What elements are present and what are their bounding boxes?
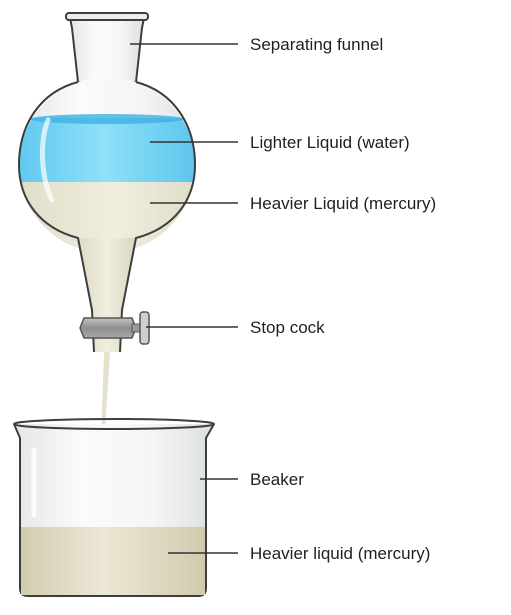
stop-cock-valve <box>79 311 150 345</box>
label-heavier-liquid-funnel: Heavier Liquid (mercury) <box>250 194 436 213</box>
lighter-liquid-layer <box>19 118 195 182</box>
beaker-rim <box>13 418 215 430</box>
leader-lines <box>130 43 238 554</box>
water-surface <box>30 114 184 124</box>
funnel-neck-rim <box>65 12 149 21</box>
label-lighter-liquid: Lighter Liquid (water) <box>250 133 410 152</box>
label-separating-funnel: Separating funnel <box>250 35 383 54</box>
funnel-neck <box>69 17 145 83</box>
bulb-highlight <box>39 117 55 203</box>
beaker <box>13 418 215 597</box>
funnel-bulb-outline <box>17 81 197 353</box>
label-stop-cock: Stop cock <box>250 318 325 337</box>
beaker-mercury <box>21 527 205 595</box>
label-beaker: Beaker <box>250 470 304 489</box>
funnel-stem <box>78 238 136 352</box>
label-heavier-liquid-beaker: Heavier liquid (mercury) <box>250 544 430 563</box>
